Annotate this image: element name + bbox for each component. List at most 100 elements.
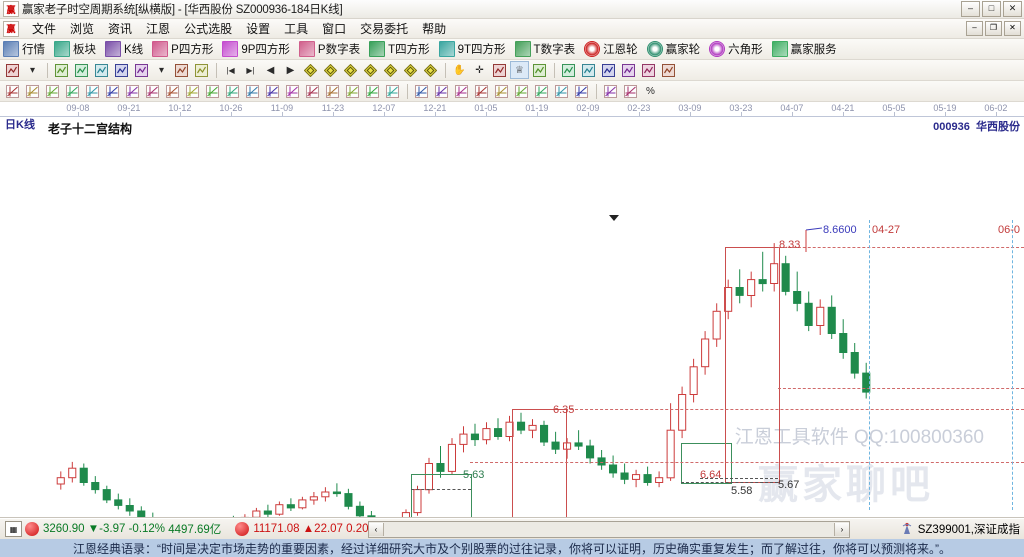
box-cross-icon[interactable] <box>472 82 491 100</box>
flag-marker-icon[interactable] <box>192 61 211 79</box>
menu-news[interactable]: 资讯 <box>108 22 133 36</box>
f-table-icon[interactable] <box>83 82 102 100</box>
print-icon[interactable] <box>659 61 678 79</box>
diamond4-icon[interactable] <box>361 61 380 79</box>
speed-line-icon[interactable] <box>123 82 142 100</box>
child-restore-button[interactable]: ❐ <box>985 21 1002 36</box>
red-tool-3-icon[interactable] <box>343 82 362 100</box>
diamond6-icon[interactable] <box>401 61 420 79</box>
calendar-period-icon[interactable] <box>3 61 22 79</box>
diamond3-icon[interactable] <box>341 61 360 79</box>
gold-ratio-2-icon[interactable] <box>63 82 82 100</box>
toolbar-item-winner-wheel[interactable]: 赢家轮 <box>646 41 700 57</box>
hand-pan-icon[interactable]: ✋ <box>453 64 466 76</box>
circle-arc-icon[interactable] <box>143 82 162 100</box>
menu-help[interactable]: 帮助 <box>422 22 447 36</box>
slope-lines-icon[interactable] <box>572 82 591 100</box>
menu-tools[interactable]: 工具 <box>284 22 309 36</box>
crosshair-icon[interactable]: ✛ <box>475 64 484 76</box>
diamond5-icon[interactable] <box>381 61 400 79</box>
last-page-icon[interactable]: ▶| <box>246 65 255 75</box>
scroll-left-button[interactable]: ‹ <box>369 523 384 536</box>
toolbar-item-kline[interactable]: K线 <box>105 41 143 57</box>
window-copy-icon[interactable] <box>72 61 91 79</box>
red-tool-1-icon[interactable] <box>303 82 322 100</box>
child-close-button[interactable]: ✕ <box>1004 21 1021 36</box>
calendar-red-icon[interactable] <box>559 61 578 79</box>
percent-box-icon[interactable] <box>601 82 620 100</box>
n-square-icon[interactable] <box>183 82 202 100</box>
cycle-grid-icon[interactable] <box>363 82 382 100</box>
status-right-group[interactable]: SZ399001,深证成指 <box>900 521 1020 537</box>
gold-ratio-1-icon[interactable] <box>43 82 62 100</box>
report-icon[interactable] <box>599 61 618 79</box>
toolbar-item-hexagon[interactable]: 六角形 <box>709 41 763 57</box>
toolbar-item-t-square[interactable]: T四方形 <box>369 41 430 57</box>
save-disk-icon[interactable] <box>619 61 638 79</box>
menu-gann[interactable]: 江恩 <box>146 22 171 36</box>
toolbar-item-gann-wheel[interactable]: 江恩轮 <box>584 41 638 57</box>
fan-grid-icon[interactable] <box>163 82 182 100</box>
multi-chart-a-icon[interactable] <box>92 61 111 79</box>
diamond1-icon[interactable] <box>301 61 320 79</box>
hh-tool-icon[interactable] <box>383 82 402 100</box>
first-page-icon[interactable]: |◀ <box>226 65 235 75</box>
status-scrollbar[interactable]: ‹ › <box>368 521 850 538</box>
gann-star-icon[interactable] <box>243 82 262 100</box>
toolbar-item-winner-service[interactable]: 赢家服务 <box>771 41 837 57</box>
menu-formula-pick[interactable]: 公式选股 <box>184 22 233 36</box>
menu-file[interactable]: 文件 <box>32 22 57 36</box>
diamond2-icon[interactable] <box>321 61 340 79</box>
pen-draw-icon[interactable] <box>3 82 22 100</box>
toolbar-item-quotes[interactable]: 行情 <box>3 41 45 57</box>
menu-browse[interactable]: 浏览 <box>70 22 95 36</box>
draw-polyline-icon[interactable] <box>490 61 509 79</box>
market-grid-icon[interactable]: ▦ <box>5 521 22 537</box>
v-line-icon[interactable] <box>512 82 531 100</box>
gann-cross-icon[interactable] <box>223 82 242 100</box>
box-grid-icon[interactable] <box>263 82 282 100</box>
overlay-compare-icon[interactable] <box>52 61 71 79</box>
maximize-button[interactable]: □ <box>982 1 1001 17</box>
minimize-button[interactable]: – <box>961 1 980 17</box>
zoom-drop-icon[interactable] <box>132 61 151 79</box>
chart-canvas[interactable]: 09-08 09-21 10-12 10-26 11-09 11-23 12-07 12-21… <box>0 102 1024 518</box>
red-percent-icon[interactable] <box>621 82 640 100</box>
diamond7-icon[interactable] <box>421 61 440 79</box>
index-sh-group[interactable]: 3260.90 ▼ -3.97 -0.12% 4497.69亿 <box>25 521 221 537</box>
toolbar-item-9t-square[interactable]: 9T四方形 <box>438 41 506 57</box>
h-measure-icon[interactable] <box>283 82 302 100</box>
toolbar-item-9p-square[interactable]: 9P四方形 <box>222 41 290 57</box>
angle-line-icon[interactable] <box>492 82 511 100</box>
dropdown-caret-icon[interactable]: ▾ <box>29 64 36 76</box>
child-minimize-button[interactable]: – <box>966 21 983 36</box>
grid-lines-icon[interactable] <box>23 82 42 100</box>
menu-trade-order[interactable]: 交易委托 <box>360 22 409 36</box>
red-tool-2-icon[interactable] <box>323 82 342 100</box>
kline-period-label[interactable]: 日K线 <box>5 119 35 131</box>
matrix-icon[interactable] <box>552 82 571 100</box>
grid-table-icon[interactable] <box>532 82 551 100</box>
close-button[interactable]: ✕ <box>1003 1 1022 17</box>
calculator-icon[interactable] <box>579 61 598 79</box>
percent-sign-icon[interactable]: % <box>646 85 655 97</box>
brain-select-icon[interactable] <box>530 61 549 79</box>
menu-window[interactable]: 窗口 <box>322 22 347 36</box>
frame-icon[interactable] <box>412 82 431 100</box>
crown-marker-icon[interactable]: ♕ <box>510 61 529 79</box>
next-arrow-icon[interactable]: ▶ <box>286 64 295 76</box>
toolbar-item-sector-blocks[interactable]: 板块 <box>54 41 96 57</box>
refresh-net-icon[interactable] <box>639 61 658 79</box>
toolbar-item-t-number-table[interactable]: T数字表 <box>514 41 575 57</box>
menu-settings[interactable]: 设置 <box>246 22 271 36</box>
spiral-icon[interactable] <box>103 82 122 100</box>
angle-a-icon[interactable] <box>203 82 222 100</box>
toolbar-item-p-number-table[interactable]: P数字表 <box>298 41 360 57</box>
multi-chart-b-icon[interactable] <box>112 61 131 79</box>
square-box-icon[interactable] <box>452 82 471 100</box>
scroll-right-button[interactable]: › <box>834 523 849 536</box>
prev-arrow-icon[interactable]: ◀ <box>266 64 275 76</box>
dropdown-caret2-icon[interactable]: ▾ <box>158 64 165 76</box>
analysis-grid-icon[interactable] <box>172 61 191 79</box>
toolbar-item-p-square[interactable]: P四方形 <box>152 41 213 57</box>
